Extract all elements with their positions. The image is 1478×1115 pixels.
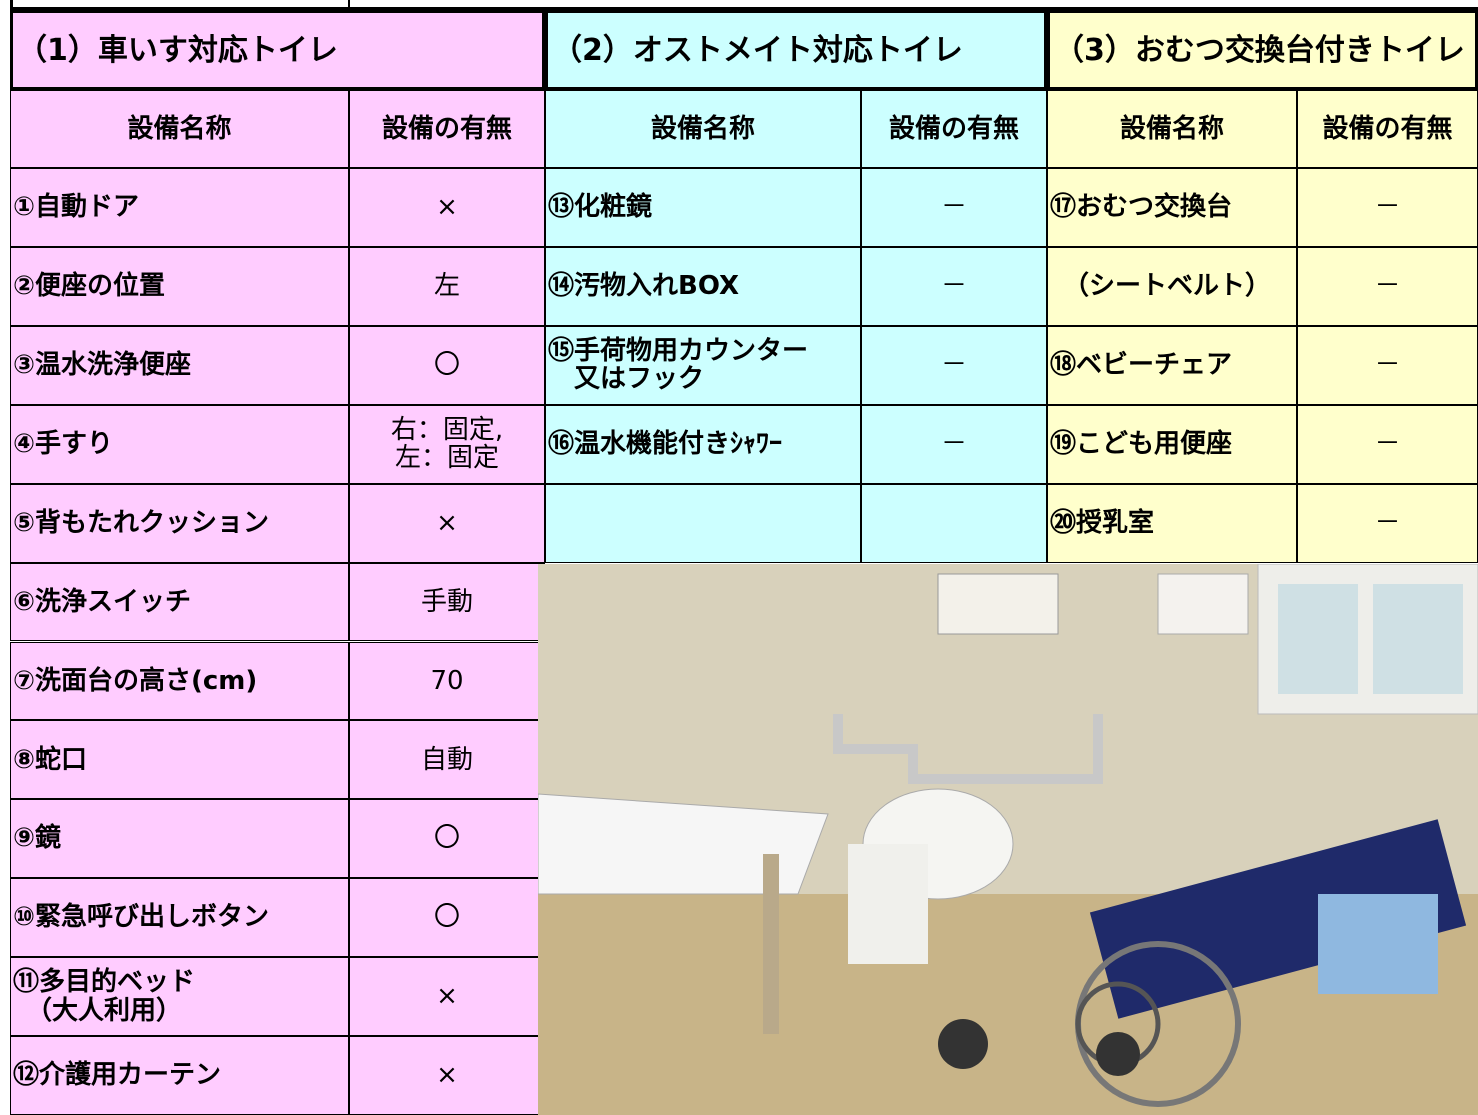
facility-name: ⑦洗面台の高さ(cm) — [10, 641, 349, 721]
facility-name: ⑳授乳室 — [1047, 483, 1297, 563]
section-title: （1）車いす対応トイレ — [10, 10, 545, 90]
column-header: 設備の有無 — [349, 90, 545, 168]
section-title: （2）オストメイト対応トイレ — [545, 10, 1047, 90]
facility-name — [545, 483, 861, 563]
facility-status: × — [349, 1036, 545, 1115]
facility-status — [861, 483, 1047, 563]
facility-name: ①自動ドア — [10, 168, 349, 247]
facility-status: 〇 — [349, 799, 545, 879]
facility-name: ⑮手荷物用カウンター 又はフック — [545, 325, 861, 405]
facility-name: ⑥洗浄スイッチ — [10, 562, 349, 642]
column-header: 設備の有無 — [861, 90, 1047, 168]
facility-status: － — [1297, 168, 1478, 247]
toilet-photo — [538, 564, 1478, 1115]
facility-status: 手動 — [349, 562, 545, 642]
facility-name: ⑪多目的ベッド （大人利用） — [10, 957, 349, 1037]
facility-status: × — [349, 957, 545, 1037]
facility-status: 〇 — [349, 325, 545, 405]
facility-status: × — [349, 483, 545, 563]
facility-status: 左 — [349, 246, 545, 326]
facility-status: － — [861, 168, 1047, 247]
facility-name: ⑭汚物入れBOX — [545, 246, 861, 326]
facility-status: 〇 — [349, 878, 545, 958]
facility-name: ⑬化粧鏡 — [545, 168, 861, 247]
facility-status: 自動 — [349, 720, 545, 800]
facility-status: － — [861, 246, 1047, 326]
facility-name: （シートベルト） — [1047, 246, 1297, 326]
section-title: （3）おむつ交換台付きトイレ — [1047, 10, 1478, 90]
facility-name: ⑤背もたれクッション — [10, 483, 349, 563]
column-header: 設備名称 — [1047, 90, 1297, 168]
column-header: 設備名称 — [10, 90, 349, 168]
facility-name: ⑫介護用カーテン — [10, 1036, 349, 1115]
facility-name: ⑯温水機能付きｼｬﾜｰ — [545, 404, 861, 484]
facility-name: ⑧蛇口 — [10, 720, 349, 800]
facility-name: ⑨鏡 — [10, 799, 349, 879]
column-header: 設備の有無 — [1297, 90, 1478, 168]
facility-status: 右：固定, 左：固定 — [349, 404, 545, 484]
column-header: 設備名称 — [545, 90, 861, 168]
facility-status: － — [1297, 325, 1478, 405]
facility-name: ⑱ベビーチェア — [1047, 325, 1297, 405]
facility-name: ③温水洗浄便座 — [10, 325, 349, 405]
facility-status: － — [861, 404, 1047, 484]
facility-name: ⑰おむつ交換台 — [1047, 168, 1297, 247]
facility-name: ⑲こども用便座 — [1047, 404, 1297, 484]
facility-status: × — [349, 168, 545, 247]
facility-status: 70 — [349, 641, 545, 721]
top-strip — [10, 0, 1478, 10]
facility-name: ②便座の位置 — [10, 246, 349, 326]
top-strip-divider — [348, 0, 350, 10]
facility-status: － — [1297, 404, 1478, 484]
facility-status: － — [861, 325, 1047, 405]
facility-status: － — [1297, 483, 1478, 563]
facility-name: ⑩緊急呼び出しボタン — [10, 878, 349, 958]
facility-name: ④手すり — [10, 404, 349, 484]
facility-status: － — [1297, 246, 1478, 326]
